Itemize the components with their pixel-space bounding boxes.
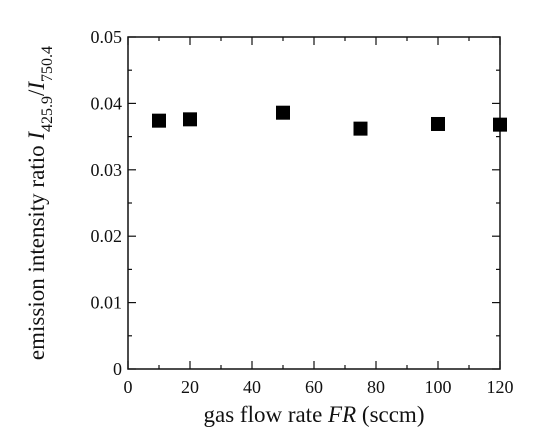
x-tick-label: 60 <box>305 377 323 397</box>
y-axis-label-sub1: 425.9 <box>39 96 56 132</box>
y-axis-label-prefix: emission intensity ratio <box>24 140 49 360</box>
y-tick-labels: 0 0.01 0.02 0.03 0.04 0.05 <box>91 27 123 379</box>
y-axis-label-i1: I <box>24 131 49 141</box>
data-point <box>353 121 368 136</box>
x-tick-label: 80 <box>367 377 385 397</box>
x-axis-label: gas flow rate FR (sccm) <box>204 402 425 427</box>
plot-frame <box>127 36 501 370</box>
x-tick-labels: 0 20 40 60 80 100 120 <box>124 377 514 397</box>
data-points <box>152 105 507 136</box>
x-axis-label-unit: (sccm) <box>356 402 424 427</box>
x-tick-label: 20 <box>181 377 199 397</box>
y-tick-label: 0.01 <box>91 293 123 313</box>
y-axis-label-slash: / <box>24 89 49 96</box>
data-point <box>276 105 290 120</box>
x-tick-label: 120 <box>487 377 514 397</box>
data-point <box>152 113 166 128</box>
y-axis-label-i2: I <box>24 81 49 91</box>
y-tick-label: 0.03 <box>91 160 123 180</box>
data-point <box>183 112 197 127</box>
y-tick-label: 0.02 <box>91 226 123 246</box>
x-tick-label: 0 <box>124 377 133 397</box>
y-axis-label: emission intensity ratio I425.9/I750.4 <box>24 46 56 360</box>
y-tick-label: 0 <box>113 359 122 379</box>
y-axis-label-sub2: 750.4 <box>39 46 56 82</box>
y-tick-label: 0.05 <box>91 27 123 47</box>
x-tick-label: 100 <box>425 377 452 397</box>
y-tick-label: 0.04 <box>91 93 123 113</box>
data-point <box>431 116 445 131</box>
x-tick-label: 40 <box>243 377 261 397</box>
axis-ticks <box>127 36 501 370</box>
data-point <box>493 117 507 132</box>
x-axis-label-prefix: gas flow rate <box>204 402 329 427</box>
x-axis-label-var: FR <box>327 402 356 427</box>
